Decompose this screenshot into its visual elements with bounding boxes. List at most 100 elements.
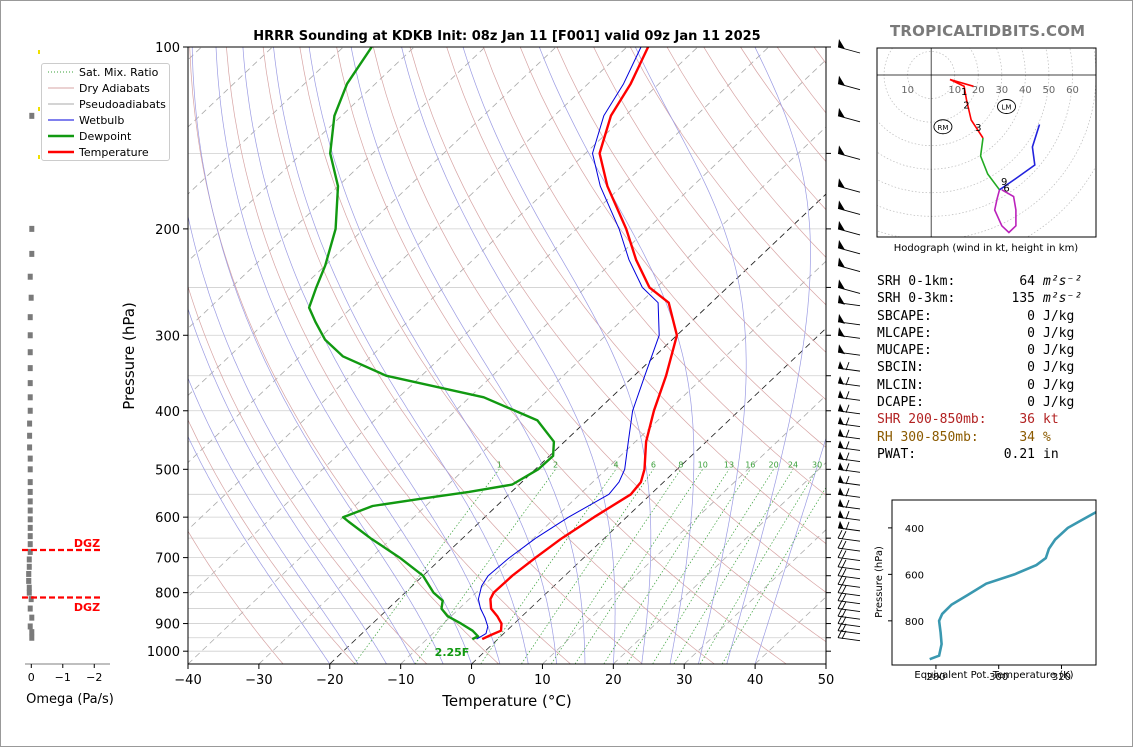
hodo-height-label: 2 xyxy=(963,100,969,111)
omega-bar xyxy=(27,541,33,548)
legend-item: Dry Adiabats xyxy=(42,80,169,96)
dgz-label-bottom: DGZ xyxy=(74,601,100,614)
index-unit: m²s⁻² xyxy=(1043,274,1083,289)
theta-e-y-tick-label: 400 xyxy=(905,524,924,535)
pseudoadiabat xyxy=(188,214,416,664)
indices-table: SRH 0-1km: 64 m²s⁻² SRH 0-3km: 135 m²s⁻² SBCAP… xyxy=(877,273,1117,463)
dry-adiabat xyxy=(336,47,787,664)
index-unit: J/kg xyxy=(1043,308,1075,324)
wind-barb xyxy=(837,313,861,326)
hodo-ring-label: 40 xyxy=(1019,85,1032,96)
omega-bar xyxy=(27,432,33,439)
omega-bar xyxy=(26,589,32,596)
index-value: 0 xyxy=(1027,343,1035,359)
site-credit: TROPICALTIDBITS.COM xyxy=(890,22,1086,40)
legend-item: Pseudoadiabats xyxy=(42,96,169,112)
wind-barb xyxy=(837,622,861,635)
index-unit: J/kg xyxy=(1043,343,1075,359)
hodo-ring-label: 60 xyxy=(1066,85,1079,96)
mixing-ratio-line xyxy=(521,469,654,664)
mixing-ratio-line xyxy=(699,469,818,664)
mixing-ratio-label: 4 xyxy=(613,460,618,469)
index-unit: kt xyxy=(1043,412,1059,428)
omega-bar xyxy=(27,273,33,280)
mixing-ratio-label: 20 xyxy=(769,460,779,469)
wind-barb xyxy=(837,592,861,605)
legend-item: Dewpoint xyxy=(42,128,169,144)
mixing-ratio-line xyxy=(480,469,617,664)
legend-label: Dry Adiabats xyxy=(79,81,150,95)
isotherm-line xyxy=(188,59,826,664)
index-value: 0 xyxy=(1027,308,1035,324)
hodo-height-label: 9 xyxy=(1001,177,1007,188)
wind-barb xyxy=(837,615,861,627)
hodo-trace xyxy=(949,78,984,139)
index-value: 36 xyxy=(1019,412,1035,428)
surface-label: 2.25F xyxy=(435,646,470,659)
theta-e-x-tick-label: 280 xyxy=(926,672,945,683)
index-value: 64 xyxy=(1019,274,1035,289)
wind-barb xyxy=(837,584,861,597)
hodograph: 10 10 20 30 40 50 60 1 2 3 96 RM LM Hodograph (wind… xyxy=(876,47,1097,254)
wind-barb xyxy=(837,629,861,642)
index-row: SHR 200-850mb: 36 kt xyxy=(877,411,1117,428)
mixing-ratio-line xyxy=(626,469,751,664)
skewt-xlabel: Temperature (°C) xyxy=(441,692,571,710)
omega-bar xyxy=(29,250,35,257)
index-name: MUCAPE: xyxy=(877,343,932,359)
omega-bar xyxy=(26,563,32,570)
omega-bar xyxy=(27,507,33,514)
wind-barb xyxy=(837,567,861,580)
skewt-axes-frame xyxy=(187,46,827,665)
series-wetbulb xyxy=(476,47,660,640)
theta-e-panel: 280 300 320 400 600 800 Equivalent Pot. Tempe… xyxy=(874,499,1097,683)
dry-adiabat xyxy=(262,47,643,664)
wind-barb xyxy=(837,145,861,160)
wind-barb xyxy=(837,462,861,473)
wind-barb xyxy=(837,239,861,255)
pseudoadiabat xyxy=(242,47,501,664)
omega-bar xyxy=(27,548,33,555)
index-unit: J/kg xyxy=(1043,325,1075,341)
wind-barb xyxy=(837,498,861,510)
omega-bar xyxy=(28,294,34,301)
index-name: SRH 0-3km: xyxy=(877,291,956,307)
skewt-legend: Sat. Mix. Ratio Dry Adiabats Pseudoadiabat… xyxy=(41,63,170,161)
pseudoadiabat xyxy=(308,47,557,664)
theta-e-x-tick-label: 320 xyxy=(1052,672,1071,683)
wind-barb xyxy=(837,451,861,463)
omega-bar xyxy=(27,394,33,401)
omega-bar xyxy=(27,623,33,630)
pseudoadiabat xyxy=(462,47,652,664)
omega-bar xyxy=(29,225,35,232)
omega-bar xyxy=(27,516,33,523)
wind-barb xyxy=(837,440,861,451)
dry-adiabat xyxy=(226,47,571,664)
index-unit: J/kg xyxy=(1043,395,1075,411)
omega-bar xyxy=(27,365,33,372)
index-row: SBCIN: 0 J/kg xyxy=(877,359,1117,376)
index-name: DCAPE: xyxy=(877,395,924,411)
mixing-ratio-label: 10 xyxy=(698,460,708,469)
hodo-ring-label: 10 xyxy=(948,85,961,96)
legend-item: Sat. Mix. Ratio xyxy=(42,64,169,80)
mixing-ratio-line xyxy=(551,469,682,664)
mixing-ratio-label: 16 xyxy=(745,460,755,469)
omega-bar xyxy=(29,634,35,641)
dry-adiabat xyxy=(188,285,428,664)
series-dewpoint xyxy=(307,47,556,641)
omega-bar xyxy=(29,614,35,621)
legend-swatch xyxy=(48,134,74,138)
dry-adiabat xyxy=(409,47,826,593)
legend-label: Wetbulb xyxy=(79,113,125,127)
omega-bar xyxy=(27,332,33,339)
y-tick-label: 800 xyxy=(155,587,180,602)
y-tick-label: 900 xyxy=(155,618,180,633)
index-unit: in xyxy=(1043,446,1059,462)
omega-bar xyxy=(26,584,32,591)
wind-barb xyxy=(837,539,861,552)
wind-barb xyxy=(837,257,861,272)
omega-bar xyxy=(27,455,33,462)
legend-item: Wetbulb xyxy=(42,112,169,128)
omega-marker xyxy=(38,155,40,159)
